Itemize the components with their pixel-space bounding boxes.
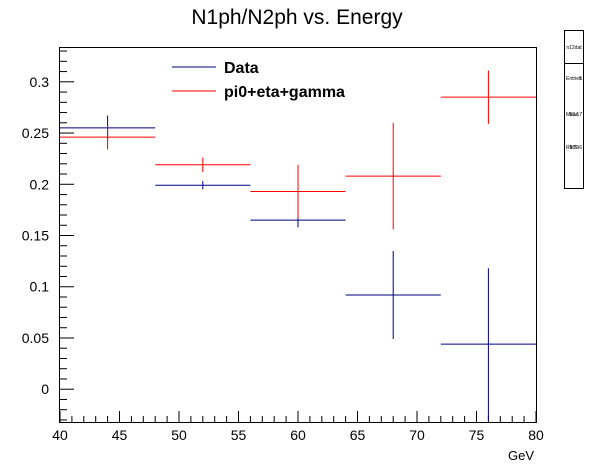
y-axis: 0 0.05 0.1 0.15 0.2 0.25 0.3 <box>22 50 74 421</box>
x-tick-label: 70 <box>409 427 425 443</box>
y-tick-label: 0.15 <box>22 228 49 244</box>
x-tick-label: 60 <box>290 427 306 443</box>
y-tick-label: 0.2 <box>30 176 50 192</box>
x-axis-label: GeV <box>508 448 534 463</box>
plot-frame <box>59 47 537 423</box>
y-tick-label: 0.1 <box>30 279 50 295</box>
stats-rms-value: 9.796 <box>569 145 582 151</box>
x-axis: 40 45 50 55 60 65 70 75 80 <box>52 411 544 443</box>
stats-mean-label: Mean <box>566 112 579 118</box>
x-tick-label: 75 <box>469 427 485 443</box>
x-tick-label: 55 <box>231 427 247 443</box>
series-pi0-eta-gamma <box>60 70 536 230</box>
x-tick-label: 50 <box>171 427 187 443</box>
stats-entries-label: Entries <box>566 76 582 82</box>
stats-box-name: n12dat <box>566 45 582 51</box>
y-tick-label: 0 <box>41 381 49 397</box>
stats-box-frame <box>564 30 584 189</box>
legend-label-data: Data <box>224 60 259 77</box>
x-tick-label: 40 <box>52 427 68 443</box>
legend-label-pi0-eta-gamma: pi0+eta+gamma <box>224 84 345 101</box>
stats-box: n12dat Entries 5 Mean 53.17 RMS 9.796 <box>564 30 584 189</box>
legend: Data pi0+eta+gamma <box>172 60 345 101</box>
x-tick-label: 65 <box>350 427 366 443</box>
series-layer <box>60 70 536 420</box>
stats-entries-value: 5 <box>579 76 582 82</box>
x-tick-label: 45 <box>112 427 128 443</box>
stats-mean-value: 53.17 <box>569 112 582 118</box>
x-tick-label: 80 <box>528 427 544 443</box>
series-data <box>60 115 536 420</box>
y-tick-label: 0.3 <box>30 74 50 90</box>
chart-title: N1ph/N2ph vs. Energy <box>191 6 403 29</box>
stats-rms-label: RMS <box>566 145 578 151</box>
y-tick-label: 0.25 <box>22 125 49 141</box>
y-tick-label: 0.05 <box>22 330 49 346</box>
